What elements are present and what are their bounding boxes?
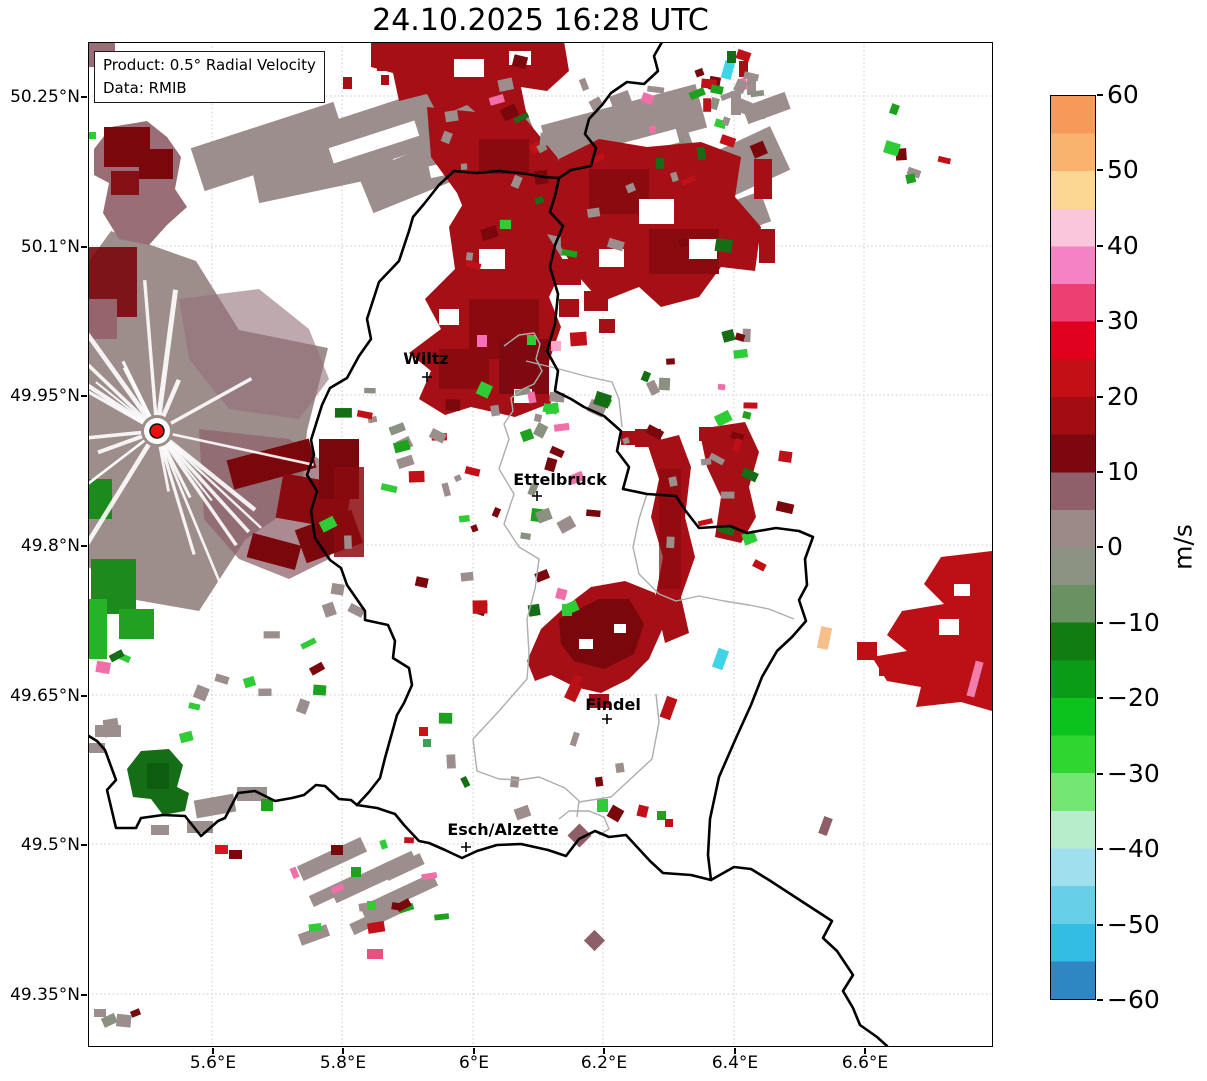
district-borders [472,332,795,837]
city-label-esch: Esch/Alzette [447,820,559,839]
echo-topleft-patch [89,43,390,246]
radar-map [89,43,992,1046]
country-borders [89,43,889,1046]
colorbar-tick-label: −20 [1107,683,1160,712]
x-tick [342,1048,344,1054]
colorbar-tick [1097,169,1103,171]
border-south [89,734,713,882]
y-tick-label: 49.95°N [10,386,80,406]
y-tick-label: 49.8°N [20,536,80,556]
x-tick [603,1048,605,1054]
city-marker-wiltz [422,372,433,383]
colorbar-tick-label: 0 [1107,532,1123,561]
colorbar-tick-label: −50 [1107,910,1160,939]
y-tick-label: 50.1°N [20,237,80,257]
colorbar-tick-label: −10 [1107,608,1160,637]
city-marker-ettelbruck [532,491,543,502]
x-tick-label: 5.6°E [189,1053,237,1073]
colorbar-tick-label: 20 [1107,382,1139,411]
echo-ground-clutter [89,231,365,660]
colorbar-tick [1097,396,1103,398]
colorbar-tick [1097,999,1103,1001]
x-tick [473,1048,475,1054]
colorbar-tick [1097,245,1103,247]
colorbar-tick [1097,773,1103,775]
colorbar-tick [1097,697,1103,699]
y-tick [81,545,87,547]
colorbar-tick-label: 50 [1107,155,1139,184]
city-marker-esch [461,842,472,853]
colorbar-tick [1097,94,1103,96]
colorbar-tick-label: 10 [1107,457,1139,486]
echo-layer [89,43,992,1029]
colorbar-tick [1097,546,1103,548]
city-label-findel: Findel [585,695,641,714]
y-tick-label: 49.5°N [20,835,80,855]
city-marker-findel [602,714,613,725]
figure-title: 24.10.2025 16:28 UTC [372,3,709,38]
y-tick-label: 50.25°N [10,87,80,107]
radar-site-dot [149,423,166,440]
x-tick [864,1048,866,1054]
city-label-wiltz: Wiltz [403,349,449,368]
city-label-ettelbruck: Ettelbruck [513,470,607,489]
x-tick [212,1048,214,1054]
y-tick [81,96,87,98]
colorbar-tick [1097,622,1103,624]
y-tick-label: 49.35°N [10,985,80,1005]
x-tick [734,1048,736,1054]
x-tick-label: 6°E [458,1053,490,1073]
echo-noise-speckles [95,49,952,1029]
colorbar-tick [1097,320,1103,322]
x-tick-label: 6.6°E [841,1053,889,1073]
clutter-white-spokes [89,280,315,591]
city-markers [422,372,613,853]
border-west-north [306,170,561,807]
echo-green-southwest [89,725,274,860]
colorbar-unit-label: m/s [1168,524,1198,570]
colorbar-gradient [1050,95,1096,1000]
border-east [546,43,889,1046]
echo-red-wiltz [409,181,616,418]
y-tick [81,695,87,697]
product-info-box: Product: 0.5° Radial Velocity Data: RMIB [94,51,325,103]
echo-gray-esch [94,837,439,1018]
data-source-label: Data: RMIB [103,78,187,97]
colorbar-tick-label: −60 [1107,985,1160,1014]
echo-red-southeast [527,581,666,709]
colorbar-tick [1097,848,1103,850]
x-tick-label: 6.2°E [580,1053,628,1073]
colorbar-tick [1097,471,1103,473]
colorbar-tick-label: −30 [1107,759,1160,788]
map-plot-area [88,42,993,1047]
y-tick [81,395,87,397]
colorbar-tick-label: 40 [1107,231,1139,260]
colorbar-tick-label: −40 [1107,834,1160,863]
x-tick-label: 5.8°E [319,1053,367,1073]
x-tick-label: 6.4°E [711,1053,759,1073]
y-tick [81,994,87,996]
colorbar-tick-label: 30 [1107,306,1139,335]
y-tick-label: 49.65°N [10,686,80,706]
product-label: Product: 0.5° Radial Velocity [103,56,316,74]
y-tick [81,844,87,846]
colorbar-tick-label: 60 [1107,80,1139,109]
y-tick [81,246,87,248]
colorbar-tick [1097,924,1103,926]
echo-red-east-edge [857,551,992,712]
